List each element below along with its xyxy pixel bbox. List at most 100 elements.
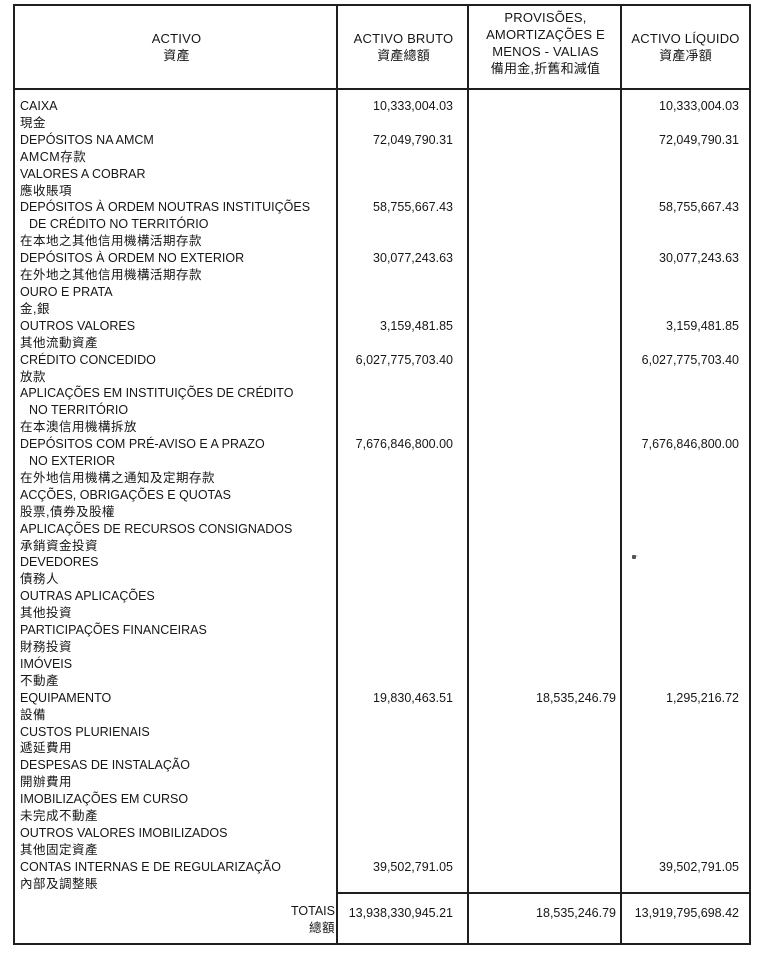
row-value-bruto bbox=[338, 656, 469, 690]
row-value-bruto bbox=[338, 791, 469, 825]
row-value-liquido bbox=[622, 521, 749, 555]
row-value-bruto bbox=[338, 284, 469, 318]
header-activo: ACTIVO 資產 bbox=[15, 6, 338, 88]
totals-value-provisoes: 18,535,246.79 bbox=[469, 892, 622, 943]
totals-label-pt: TOTAIS bbox=[291, 904, 335, 918]
row-label-zh: 承銷資金投資 bbox=[20, 538, 99, 553]
row-label-pt: CONTAS INTERNAS E DE REGULARIZAÇÃO bbox=[20, 859, 281, 874]
header-provisoes-zh: 備用金,折舊和減值 bbox=[490, 61, 601, 76]
row-label-pt: VALORES A COBRAR bbox=[20, 166, 146, 181]
row-label-zh: 開辦費用 bbox=[20, 775, 73, 790]
row-value-liquido: 3,159,481.85 bbox=[666, 318, 739, 333]
row-label-zh: 設備 bbox=[20, 707, 47, 722]
row-value-liquido bbox=[622, 554, 749, 588]
row-label-pt: CRÉDITO CONCEDIDO bbox=[20, 352, 156, 367]
row-label-zh: 金,銀 bbox=[20, 301, 50, 316]
row-value-bruto: 10,333,004.03 bbox=[373, 99, 453, 113]
table-row-label: VALORES A COBRAR 應收賬項 bbox=[15, 166, 338, 200]
row-value-bruto: 30,077,243.63 bbox=[373, 251, 453, 266]
row-label-pt: EQUIPAMENTO bbox=[20, 690, 112, 705]
row-label-pt: DESPESAS DE INSTALAÇÃO bbox=[20, 758, 190, 773]
row-label-zh: 財務投資 bbox=[20, 640, 73, 654]
row-value-bruto: 58,755,667.43 bbox=[373, 200, 453, 215]
header-activo-zh: 資產 bbox=[163, 48, 190, 63]
header-activo-pt: ACTIVO bbox=[151, 31, 202, 46]
row-value-liquido bbox=[622, 284, 749, 318]
row-label-pt: IMOBILIZAÇÕES EM CURSO bbox=[20, 792, 189, 807]
table-row-label: IMOBILIZAÇÕES EM CURSO 未完成不動產 bbox=[15, 791, 338, 825]
row-value-liquido bbox=[622, 791, 749, 825]
row-value-provisoes bbox=[469, 859, 622, 892]
row-label-pt: APLICAÇÕES DE RECURSOS CONSIGNADOS bbox=[20, 521, 293, 536]
row-value-provisoes bbox=[469, 622, 622, 656]
column-divider-3 bbox=[620, 6, 622, 943]
table-row-label: PARTICIPAÇÕES FINANCEIRAS 財務投資 bbox=[15, 622, 338, 656]
table-row-label: CRÉDITO CONCEDIDO 放款 bbox=[15, 352, 338, 386]
row-label-zh: 未完成不動產 bbox=[20, 809, 99, 824]
row-value-provisoes bbox=[469, 487, 622, 521]
scan-artifact-speck bbox=[632, 555, 636, 559]
table-row-label: CONTAS INTERNAS E DE REGULARIZAÇÃO 內部及調整賬 bbox=[15, 859, 338, 892]
row-label-zh: 其他固定資產 bbox=[20, 842, 99, 857]
row-value-provisoes bbox=[469, 318, 622, 352]
row-value-liquido bbox=[622, 825, 749, 859]
header-provisoes-line2: AMORTIZAÇÕES E bbox=[486, 27, 605, 42]
row-value-bruto: 19,830,463.51 bbox=[373, 690, 453, 705]
row-label-pt: IMÓVEIS bbox=[20, 656, 73, 671]
row-label-zh: 應收賬項 bbox=[20, 183, 73, 198]
row-label-pt: DEPÓSITOS NA AMCM bbox=[20, 132, 154, 147]
row-value-provisoes bbox=[469, 521, 622, 555]
row-value-provisoes bbox=[469, 132, 622, 166]
row-value-provisoes bbox=[469, 166, 622, 200]
table-header: ACTIVO 資產 ACTIVO BRUTO 資產總額 PROVISÕES, A… bbox=[15, 6, 749, 90]
table-row-label: OURO E PRATA 金,銀 bbox=[15, 284, 338, 318]
row-value-bruto: 39,502,791.05 bbox=[373, 859, 453, 874]
row-label-zh: 其他投資 bbox=[20, 606, 73, 621]
table-row-label: DEPÓSITOS À ORDEM NO EXTERIOR 在外地之其他信用機構活… bbox=[15, 250, 338, 284]
row-value-bruto: 7,676,846,800.00 bbox=[355, 437, 453, 452]
row-value-bruto bbox=[338, 166, 469, 200]
table-row-label: OUTROS VALORES IMOBILIZADOS 其他固定資產 bbox=[15, 825, 338, 859]
row-label-zh: 遞延費用 bbox=[20, 741, 73, 756]
row-value-liquido: 30,077,243.63 bbox=[659, 251, 739, 266]
row-label-zh: 在外地之其他信用機構活期存款 bbox=[20, 268, 203, 283]
row-value-liquido bbox=[622, 757, 749, 791]
row-label-zh: 債務人 bbox=[20, 572, 60, 587]
row-value-bruto bbox=[338, 622, 469, 656]
table-row-label: APLICAÇÕES DE RECURSOS CONSIGNADOS 承銷資金投資 bbox=[15, 521, 338, 555]
totals-value-bruto: 13,938,330,945.21 bbox=[338, 892, 469, 943]
totals-label-zh: 總額 bbox=[308, 920, 335, 935]
row-label-zh: 其他流動資產 bbox=[20, 335, 99, 350]
row-value-liquido: 58,755,667.43 bbox=[659, 200, 739, 215]
row-value-provisoes bbox=[469, 656, 622, 690]
row-value-liquido: 1,295,216.72 bbox=[666, 690, 739, 705]
table-row-label: DEPÓSITOS COM PRÉ-AVISO E A PRAZO NO EXTE… bbox=[15, 436, 338, 487]
row-value-provisoes bbox=[469, 436, 622, 487]
row-value-liquido: 39,502,791.05 bbox=[659, 859, 739, 874]
header-activo-bruto-pt: ACTIVO BRUTO bbox=[353, 31, 454, 46]
row-value-bruto bbox=[338, 724, 469, 758]
row-value-provisoes bbox=[469, 588, 622, 622]
table-row-label: APLICAÇÕES EM INSTITUIÇÕES DE CRÉDITO NO … bbox=[15, 385, 338, 436]
row-value-provisoes: 18,535,246.79 bbox=[536, 690, 616, 705]
row-value-provisoes bbox=[469, 284, 622, 318]
table-row-label: DEVEDORES 債務人 bbox=[15, 554, 338, 588]
row-label-pt: DE CRÉDITO NO TERRITÓRIO bbox=[29, 217, 209, 232]
header-provisoes-line3: MENOS - VALIAS bbox=[492, 44, 599, 59]
totals-label: TOTAIS 總額 bbox=[15, 892, 338, 943]
row-value-provisoes bbox=[469, 757, 622, 791]
row-value-bruto bbox=[338, 521, 469, 555]
row-value-liquido bbox=[622, 622, 749, 656]
row-value-liquido bbox=[622, 588, 749, 622]
row-label-pt: OUTROS VALORES IMOBILIZADOS bbox=[20, 825, 228, 840]
table-row-label: EQUIPAMENTO 設備 bbox=[15, 690, 338, 724]
row-label-pt: APLICAÇÕES EM INSTITUIÇÕES DE CRÉDITO bbox=[20, 386, 294, 401]
row-value-liquido bbox=[622, 166, 749, 200]
row-label-pt: CAIXA bbox=[20, 99, 58, 113]
row-value-provisoes bbox=[469, 825, 622, 859]
row-label-pt: DEPÓSITOS COM PRÉ-AVISO E A PRAZO bbox=[20, 437, 265, 452]
row-value-provisoes bbox=[469, 98, 622, 132]
table-row-label: OUTRAS APLICAÇÕES 其他投資 bbox=[15, 588, 338, 622]
row-value-bruto bbox=[338, 757, 469, 791]
